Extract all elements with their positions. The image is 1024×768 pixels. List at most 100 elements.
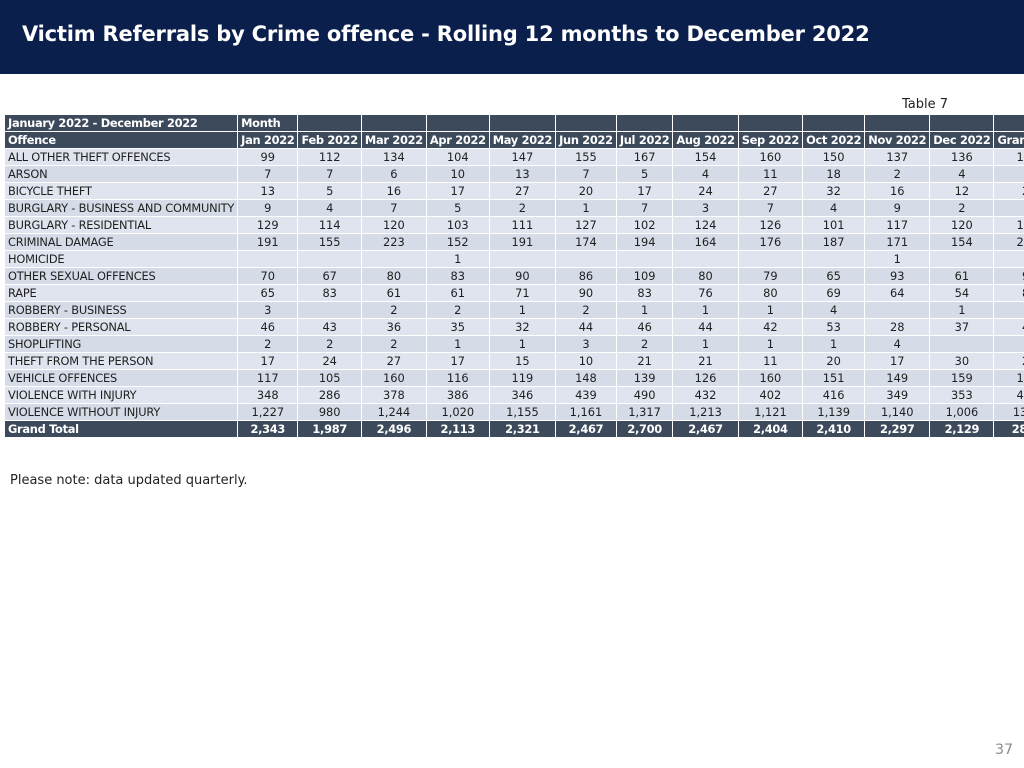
table-cell: 111 (488, 216, 557, 234)
table-cell: 35 (425, 318, 490, 336)
grand-total-cell: 2,467 (672, 420, 739, 438)
table-cell: 1,655 (993, 148, 1024, 166)
table-cell: 13,723 (993, 403, 1024, 421)
table-cell: 3 (672, 199, 739, 217)
table-cell: 16 (360, 182, 427, 200)
table-row: ARSON776101375411182494 (3, 165, 1024, 183)
table-cell: 127 (555, 216, 617, 234)
table-cell: 32 (488, 318, 557, 336)
offence-label: HOMICIDE (3, 250, 239, 268)
table-cell: 94 (993, 165, 1024, 183)
table-cell: 54 (929, 284, 995, 302)
table-cell: 2 (237, 335, 299, 353)
table-cell: 2 (615, 335, 674, 353)
grand-total-cell: 2,343 (237, 420, 299, 438)
table-cell: 10 (555, 352, 617, 370)
offence-label: VIOLENCE WITHOUT INJURY (3, 403, 239, 421)
table-cell: 61 (425, 284, 490, 302)
offence-label: ALL OTHER THEFT OFFENCES (3, 148, 239, 166)
table-cell: 149 (864, 369, 931, 387)
table-cell: 80 (737, 284, 804, 302)
table-cell (237, 250, 299, 268)
grand-total-cell: 2,404 (737, 420, 804, 438)
table-cell (929, 335, 995, 353)
table-cell: 1 (672, 335, 739, 353)
table-cell: 3 (237, 301, 299, 319)
table-cell: 7 (615, 199, 674, 217)
table-cell: 21 (672, 352, 739, 370)
table-cell: 7 (237, 165, 299, 183)
table-cell: 147 (488, 148, 557, 166)
table-cell: 159 (929, 369, 995, 387)
table-cell: 117 (864, 216, 931, 234)
table-cell: 9 (864, 199, 931, 217)
table-cell: 176 (737, 233, 804, 251)
table-cell: 1,155 (488, 403, 557, 421)
table-cell: 137 (864, 148, 931, 166)
table-cell: 80 (672, 267, 739, 285)
table-cell: 17 (425, 352, 490, 370)
column-header: Oct 2022 (802, 131, 866, 149)
table-cell: 7 (737, 199, 804, 217)
table-cell: 112 (297, 148, 362, 166)
column-header: Grand Total (993, 131, 1024, 149)
table-cell: 386 (425, 386, 490, 404)
table-row: HOMICIDE 1 1 2 (3, 250, 1024, 268)
title-banner: Victim Referrals by Crime offence - Roll… (0, 0, 1024, 74)
offence-label: CRIMINAL DAMAGE (3, 233, 239, 251)
grand-total-cell: 2,467 (555, 420, 617, 438)
table-cell: 223 (360, 233, 427, 251)
grand-total-cell: 2,113 (425, 420, 490, 438)
table-cell: 2 (425, 301, 490, 319)
table-cell: 136 (929, 148, 995, 166)
table-cell: 6 (360, 165, 427, 183)
table-cell: 1,649 (993, 369, 1024, 387)
table-cell: 1 (615, 301, 674, 319)
grand-total-cell: 2,496 (360, 420, 427, 438)
offence-label: OTHER SEXUAL OFFENCES (3, 267, 239, 285)
table-cell: 1 (737, 335, 804, 353)
table-cell: 70 (237, 267, 299, 285)
table-cell: 1 (488, 335, 557, 353)
column-header: Apr 2022 (425, 131, 490, 149)
table-cell: 37 (929, 318, 995, 336)
table-cell: 2 (360, 335, 427, 353)
table-cell: 1 (488, 301, 557, 319)
column-header: Aug 2022 (672, 131, 739, 149)
table-cell: 46 (237, 318, 299, 336)
column-header: Sep 2022 (737, 131, 804, 149)
table-cell: 4 (802, 199, 866, 217)
table-cell: 1 (425, 335, 490, 353)
table-row: BICYCLE THEFT13516172720172427321612226 (3, 182, 1024, 200)
offence-label: ARSON (3, 165, 239, 183)
offence-header: Offence (3, 131, 239, 149)
table-cell: 120 (360, 216, 427, 234)
grand-total-cell: 28,134 (993, 420, 1024, 438)
table-cell: 42 (737, 318, 804, 336)
table-header-row-columns: Offence Jan 2022 Feb 2022 Mar 2022 Apr 2022… (3, 131, 1024, 149)
table-cell: 17 (615, 182, 674, 200)
table-cell: 1 (672, 301, 739, 319)
table-cell: 2 (929, 199, 995, 217)
table-cell: 43 (297, 318, 362, 336)
table-row: BURGLARY - BUSINESS AND COMMUNITY 9 4 7 5 2 1 7… (3, 199, 1024, 217)
table-row: VEHICLE OFFENCES 117 105 160 116 119 148 139 126… (3, 369, 1024, 387)
month-label: Month (237, 114, 299, 132)
table-cell: 439 (555, 386, 617, 404)
table-cell: 99 (237, 148, 299, 166)
table-cell: 17 (425, 182, 490, 200)
table-cell: 154 (672, 148, 739, 166)
table-cell: 1,139 (802, 403, 866, 421)
table-cell: 83 (425, 267, 490, 285)
offence-label: BURGLARY - BUSINESS AND COMMUNITY (3, 199, 239, 217)
table-cell: 60 (993, 199, 1024, 217)
table-cell: 93 (864, 267, 931, 285)
column-header: Jun 2022 (555, 131, 617, 149)
referrals-table: January 2022 - December 2022 Month Offen… (3, 114, 1024, 438)
table-cell: 126 (737, 216, 804, 234)
table-cell: 20 (802, 352, 866, 370)
table-cell: 4 (929, 165, 995, 183)
table-cell: 402 (737, 386, 804, 404)
table-cell: 226 (993, 182, 1024, 200)
table-row: SHOPLIFTING2221132111420 (3, 335, 1024, 353)
